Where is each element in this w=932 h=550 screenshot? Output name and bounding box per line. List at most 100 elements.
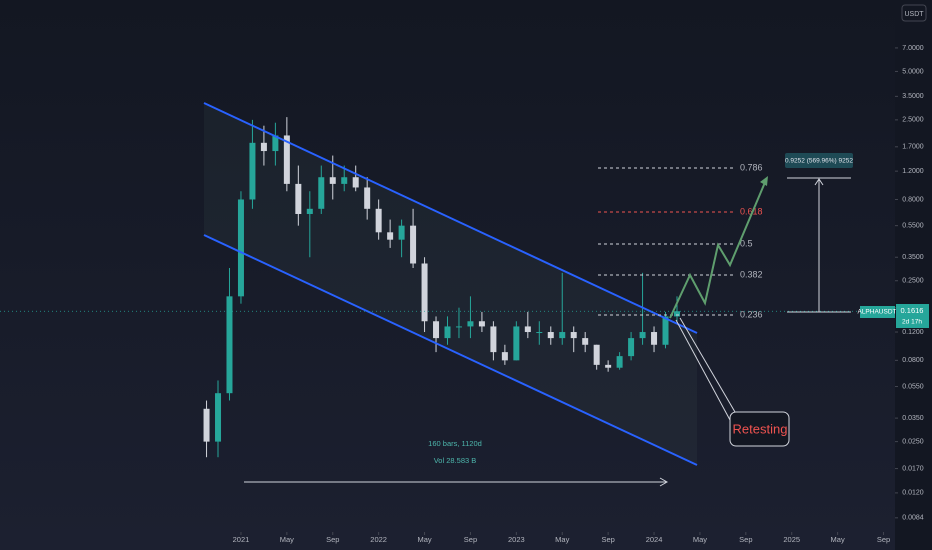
candle-body [490, 326, 497, 353]
x-tick-label: May [417, 535, 431, 544]
fib-label: 0.236 [740, 309, 763, 319]
candle-body [570, 332, 577, 339]
y-tick-label: 0.0170 [902, 465, 924, 472]
y-tick-label: 0.8000 [902, 196, 924, 203]
candle-body [364, 187, 371, 209]
x-tick-label: May [555, 535, 569, 544]
projection-arrowhead [760, 176, 768, 186]
range-info: 160 bars, 1120d [428, 439, 482, 448]
callout-text: Retesting [733, 421, 788, 436]
candle-body [341, 177, 348, 184]
x-tick-label: May [693, 535, 707, 544]
measure-label: 0.9252 (569.96%) 9252 [785, 158, 853, 165]
x-tick-label: Sep [464, 535, 477, 544]
price-tag [896, 304, 929, 328]
countdown: 2d 17h [902, 319, 922, 326]
candle-body [628, 338, 635, 357]
candle-body [226, 296, 233, 394]
candle-body [662, 316, 669, 345]
symbol-tag [860, 306, 895, 318]
x-tick-label: Sep [877, 535, 890, 544]
candle-body [455, 326, 462, 328]
projection-path [669, 179, 767, 319]
candle-body [318, 177, 325, 209]
candle-body [387, 232, 394, 240]
candle-body [203, 408, 210, 442]
candle-body [651, 332, 658, 345]
candle-body [547, 332, 554, 339]
candle-body [433, 321, 440, 339]
candles [203, 117, 680, 458]
y-tick-label: 0.0084 [902, 515, 924, 522]
candle-body [524, 326, 531, 333]
x-tick-label: Sep [739, 535, 752, 544]
y-tick-label: 0.1200 [902, 329, 924, 336]
last-price: 0.1616 [901, 306, 924, 315]
candle-body [605, 364, 612, 368]
candle-body [398, 225, 405, 240]
candle-body [283, 135, 290, 184]
y-tick-label: 0.0800 [902, 357, 924, 364]
candle-body [478, 321, 485, 327]
candle-body [329, 177, 336, 184]
y-tick-label: 0.0550 [902, 383, 924, 390]
callout-line [679, 317, 736, 413]
y-tick-label: 3.5000 [902, 93, 924, 100]
fib-label: 0.5 [740, 238, 753, 248]
candle-body [352, 177, 359, 188]
candle-body [593, 344, 600, 365]
candle-body [249, 142, 256, 200]
fib-label: 0.618 [740, 206, 763, 216]
candle-body [582, 338, 589, 345]
volume-info: Vol 28.583 B [434, 456, 477, 465]
fib-label: 0.382 [740, 269, 763, 279]
y-tick-label: 0.0120 [902, 490, 924, 497]
candle-body [467, 321, 474, 327]
y-tick-label: 5.0000 [902, 68, 924, 75]
candle-body [559, 332, 566, 339]
candle-body [295, 183, 302, 214]
measure-arrowhead [814, 178, 824, 186]
symbol: ALPHAUSDT [857, 309, 896, 316]
x-tick-label: Sep [601, 535, 614, 544]
candle-body [421, 263, 428, 322]
x-tick-label: May [280, 535, 294, 544]
channel-lower [203, 234, 698, 466]
y-tick-label: 0.3500 [902, 254, 924, 261]
candle-body [215, 393, 222, 442]
candle-body [513, 326, 520, 361]
y-tick-label: 0.5500 [902, 222, 924, 229]
channel-fill [204, 103, 697, 465]
y-tick-label: 0.2500 [902, 278, 924, 285]
fib-label: 0.786 [740, 162, 763, 172]
x-tick-label: 2025 [783, 535, 800, 544]
y-tick-label: 0.0350 [902, 415, 924, 422]
y-tick-label: 1.2000 [902, 168, 924, 175]
candle-body [375, 208, 382, 233]
candle-body [501, 352, 508, 361]
axes: 7.0000 5.0000 3.5000 2.5000 1.7000 1.2000 0.80… [0, 45, 924, 544]
candle-body [673, 311, 680, 317]
candle-body [260, 142, 267, 152]
x-tick-label: 2023 [508, 535, 525, 544]
y-tick-label: 0.0250 [902, 438, 924, 445]
price-axis [895, 0, 932, 550]
currency: USDT [904, 11, 924, 18]
y-tick-label: 1.7000 [902, 144, 924, 151]
x-tick-label: Sep [326, 535, 339, 544]
x-tick-label: 2022 [370, 535, 387, 544]
candle-body [616, 356, 623, 368]
candle-body [306, 208, 313, 214]
candle-body [237, 199, 244, 297]
candle-body [272, 135, 279, 152]
channel-upper [203, 102, 698, 334]
y-tick-label: 2.5000 [902, 117, 924, 124]
x-tick-label: 2021 [233, 535, 250, 544]
y-tick-label: 7.0000 [902, 45, 924, 52]
currency-box[interactable] [901, 4, 927, 22]
range-arrowhead [659, 477, 669, 487]
callout-line [675, 319, 731, 421]
callout-box [729, 411, 790, 447]
